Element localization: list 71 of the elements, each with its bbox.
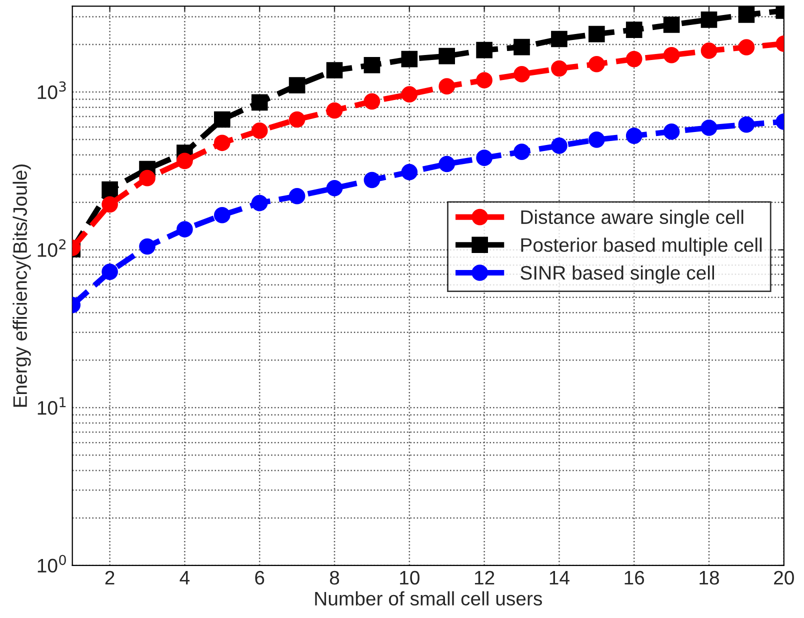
point bbox=[176, 221, 193, 238]
point bbox=[514, 66, 530, 82]
point bbox=[438, 156, 456, 172]
point bbox=[326, 62, 343, 78]
point bbox=[700, 120, 718, 136]
y-axis-title: Energy efficiency(Bits/Joule) bbox=[12, 164, 31, 407]
point bbox=[476, 150, 492, 166]
point bbox=[364, 172, 380, 188]
legend-label: SINR based single cell bbox=[520, 265, 714, 284]
point bbox=[476, 42, 492, 58]
point bbox=[251, 122, 268, 139]
point bbox=[214, 206, 230, 224]
point bbox=[401, 50, 418, 68]
point bbox=[438, 78, 456, 94]
point bbox=[401, 164, 418, 180]
point bbox=[288, 77, 306, 94]
x-tick-label: 18 bbox=[700, 570, 719, 585]
point bbox=[364, 93, 380, 110]
x-tick-label: 12 bbox=[474, 570, 494, 584]
point bbox=[326, 180, 343, 196]
legend-label: Distance aware single cell bbox=[521, 210, 744, 228]
x-tick-label: 16 bbox=[624, 570, 644, 585]
point bbox=[288, 188, 306, 204]
point bbox=[663, 123, 680, 140]
point bbox=[102, 264, 118, 280]
point bbox=[700, 42, 718, 59]
legend-label: Posterior based multiple cell bbox=[521, 238, 762, 256]
point bbox=[588, 56, 605, 72]
x-tick-label: 6 bbox=[255, 570, 264, 585]
point bbox=[514, 144, 530, 160]
point bbox=[626, 128, 642, 144]
x-tick-label: 10 bbox=[400, 570, 420, 585]
y-tick-label: 10$^{1}$ bbox=[38, 397, 66, 415]
point bbox=[738, 6, 755, 23]
point bbox=[514, 38, 530, 56]
point bbox=[551, 60, 568, 77]
point bbox=[102, 181, 118, 198]
point bbox=[251, 94, 268, 111]
point bbox=[364, 56, 380, 74]
point bbox=[476, 72, 492, 88]
point bbox=[251, 194, 268, 212]
point bbox=[626, 50, 642, 68]
point bbox=[626, 22, 642, 38]
point bbox=[663, 46, 680, 64]
point bbox=[738, 39, 755, 56]
point bbox=[176, 152, 193, 170]
point bbox=[139, 238, 156, 255]
point bbox=[588, 132, 605, 148]
point bbox=[438, 48, 456, 64]
x-tick-label: 8 bbox=[330, 570, 340, 585]
y-tick-label: 10$^{3}$ bbox=[38, 81, 66, 100]
point bbox=[588, 26, 605, 42]
point bbox=[700, 12, 718, 28]
x-axis-title: Number of small cell users bbox=[315, 591, 542, 606]
x-tick-label: 20 bbox=[774, 570, 794, 585]
point bbox=[288, 111, 306, 128]
point bbox=[551, 30, 568, 48]
point bbox=[139, 170, 156, 186]
point bbox=[214, 111, 230, 128]
y-tick-label: 10$^{0}$ bbox=[38, 554, 66, 573]
point bbox=[738, 116, 755, 133]
point bbox=[551, 138, 568, 154]
x-tick-label: 4 bbox=[180, 571, 190, 584]
point bbox=[102, 196, 118, 213]
x-tick-label: 14 bbox=[550, 571, 570, 584]
point bbox=[401, 86, 418, 102]
x-tick-label: 2 bbox=[105, 570, 114, 584]
point bbox=[663, 16, 680, 33]
point bbox=[326, 102, 343, 119]
point bbox=[214, 134, 230, 152]
y-tick-label: 10$^{2}$ bbox=[38, 239, 66, 257]
